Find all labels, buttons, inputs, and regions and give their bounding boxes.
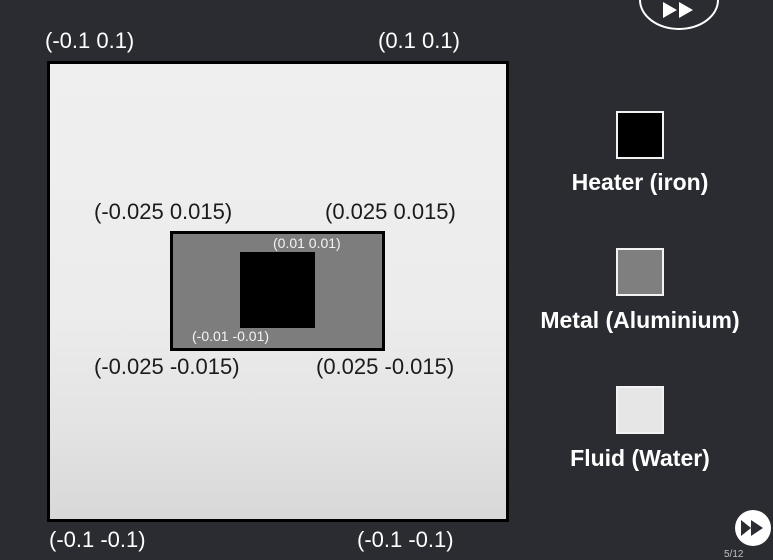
- play-logo-icon: [639, 0, 719, 30]
- page-indicator: 5/12: [724, 549, 744, 560]
- domain-bottom-left-coord: (-0.1 -0.1): [49, 527, 146, 552]
- legend-swatch-aluminium: [616, 248, 664, 296]
- legend-label-aluminium: Metal (Aluminium): [540, 307, 740, 333]
- legend-label-iron: Heater (iron): [571, 169, 709, 195]
- heater-block: [240, 252, 315, 328]
- legend-label-water: Fluid (Water): [570, 445, 710, 471]
- metal-bottom-left-coord: (-0.025 -0.015): [94, 354, 240, 379]
- play-logo-button[interactable]: [735, 510, 771, 546]
- play-logo-glyph-icon: [663, 2, 693, 18]
- metal-top-left-coord: (-0.025 0.015): [94, 199, 233, 224]
- domain-top-left-coord: (-0.1 0.1): [45, 28, 135, 53]
- domain-top-right-coord: (0.1 0.1): [378, 28, 460, 53]
- heater-bottom-left-coord: (-0.01 -0.01): [192, 328, 270, 344]
- metal-top-right-coord: (0.025 0.015): [325, 199, 456, 224]
- domain-bottom-right-coord: (-0.1 -0.1): [357, 527, 454, 552]
- play-logo-icon: [741, 520, 763, 536]
- metal-bottom-right-coord: (0.025 -0.015): [316, 354, 455, 379]
- heater-top-right-coord: (0.01 0.01): [273, 235, 341, 251]
- legend-swatch-iron: [616, 111, 664, 159]
- legend-swatch-water: [616, 386, 664, 434]
